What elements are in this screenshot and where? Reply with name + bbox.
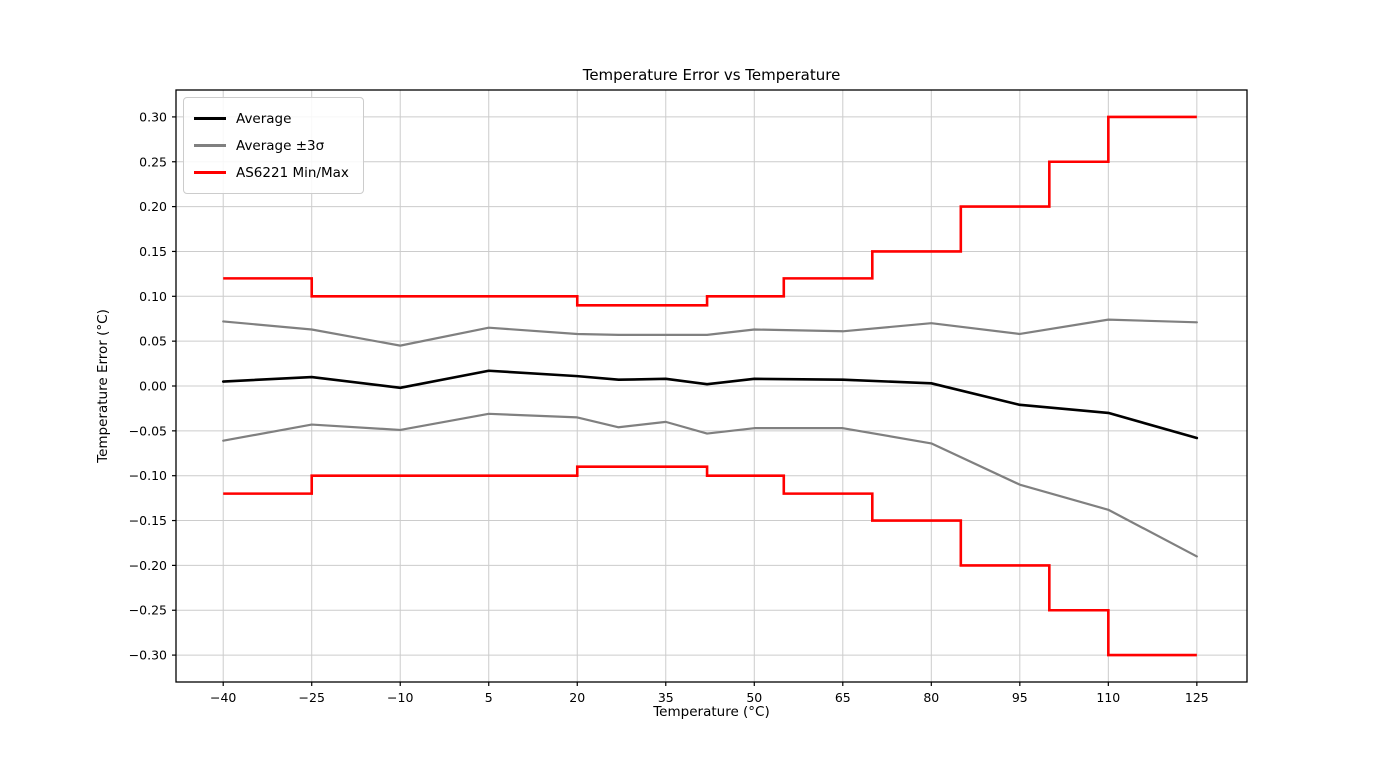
y-tick-label: 0.30 <box>139 109 167 124</box>
x-tick-label: −40 <box>210 690 236 705</box>
series-line-average-plus-3sigma <box>222 318 1198 347</box>
x-tick-label: 50 <box>746 690 762 705</box>
y-tick-label: 0.15 <box>139 244 167 259</box>
legend: Average Average ±3σ AS6221 Min/Max <box>183 97 364 194</box>
chart-title: Temperature Error vs Temperature <box>582 66 841 84</box>
y-tick-label: −0.10 <box>129 468 167 483</box>
x-tick-label: 20 <box>569 690 585 705</box>
y-tick-label: −0.05 <box>129 423 167 438</box>
y-tick-label: 0.10 <box>139 289 167 304</box>
y-tick-label: 0.05 <box>139 334 167 349</box>
y-tick-label: 0.20 <box>139 199 167 214</box>
x-tick-label: 5 <box>485 690 493 705</box>
y-tick-label: 0.25 <box>139 154 167 169</box>
legend-label: Average <box>236 110 292 127</box>
y-tick-label: −0.30 <box>129 648 167 663</box>
legend-item: AS6221 Min/Max <box>194 159 349 186</box>
x-tick-label: −10 <box>387 690 413 705</box>
legend-line-swatch <box>194 144 226 147</box>
x-tick-label: 125 <box>1185 690 1209 705</box>
series-line-average <box>221 369 1199 440</box>
series-step-line-as6221-min <box>223 465 1197 657</box>
x-tick-label: 95 <box>1012 690 1028 705</box>
x-tick-label: 80 <box>923 690 939 705</box>
x-tick-label: −25 <box>299 690 325 705</box>
y-tick-label: −0.25 <box>129 603 167 618</box>
legend-line-swatch <box>194 171 226 174</box>
x-tick-label: 35 <box>658 690 674 705</box>
legend-line-swatch <box>194 117 226 120</box>
x-axis-label: Temperature (°C) <box>653 704 770 720</box>
y-tick-label: −0.15 <box>129 513 167 528</box>
legend-item: Average ±3σ <box>194 132 349 159</box>
legend-item: Average <box>194 105 349 132</box>
y-axis-label: Temperature Error (°C) <box>95 309 111 463</box>
y-tick-label: −0.20 <box>129 558 167 573</box>
x-tick-label: 65 <box>835 690 851 705</box>
legend-label: AS6221 Min/Max <box>236 164 349 181</box>
x-tick-label: 110 <box>1096 690 1120 705</box>
series-step-line-as6221-max <box>223 115 1197 307</box>
y-tick-label: 0.00 <box>139 379 167 394</box>
series-line-average-minus-3sigma <box>222 412 1198 558</box>
legend-label: Average ±3σ <box>236 137 325 154</box>
